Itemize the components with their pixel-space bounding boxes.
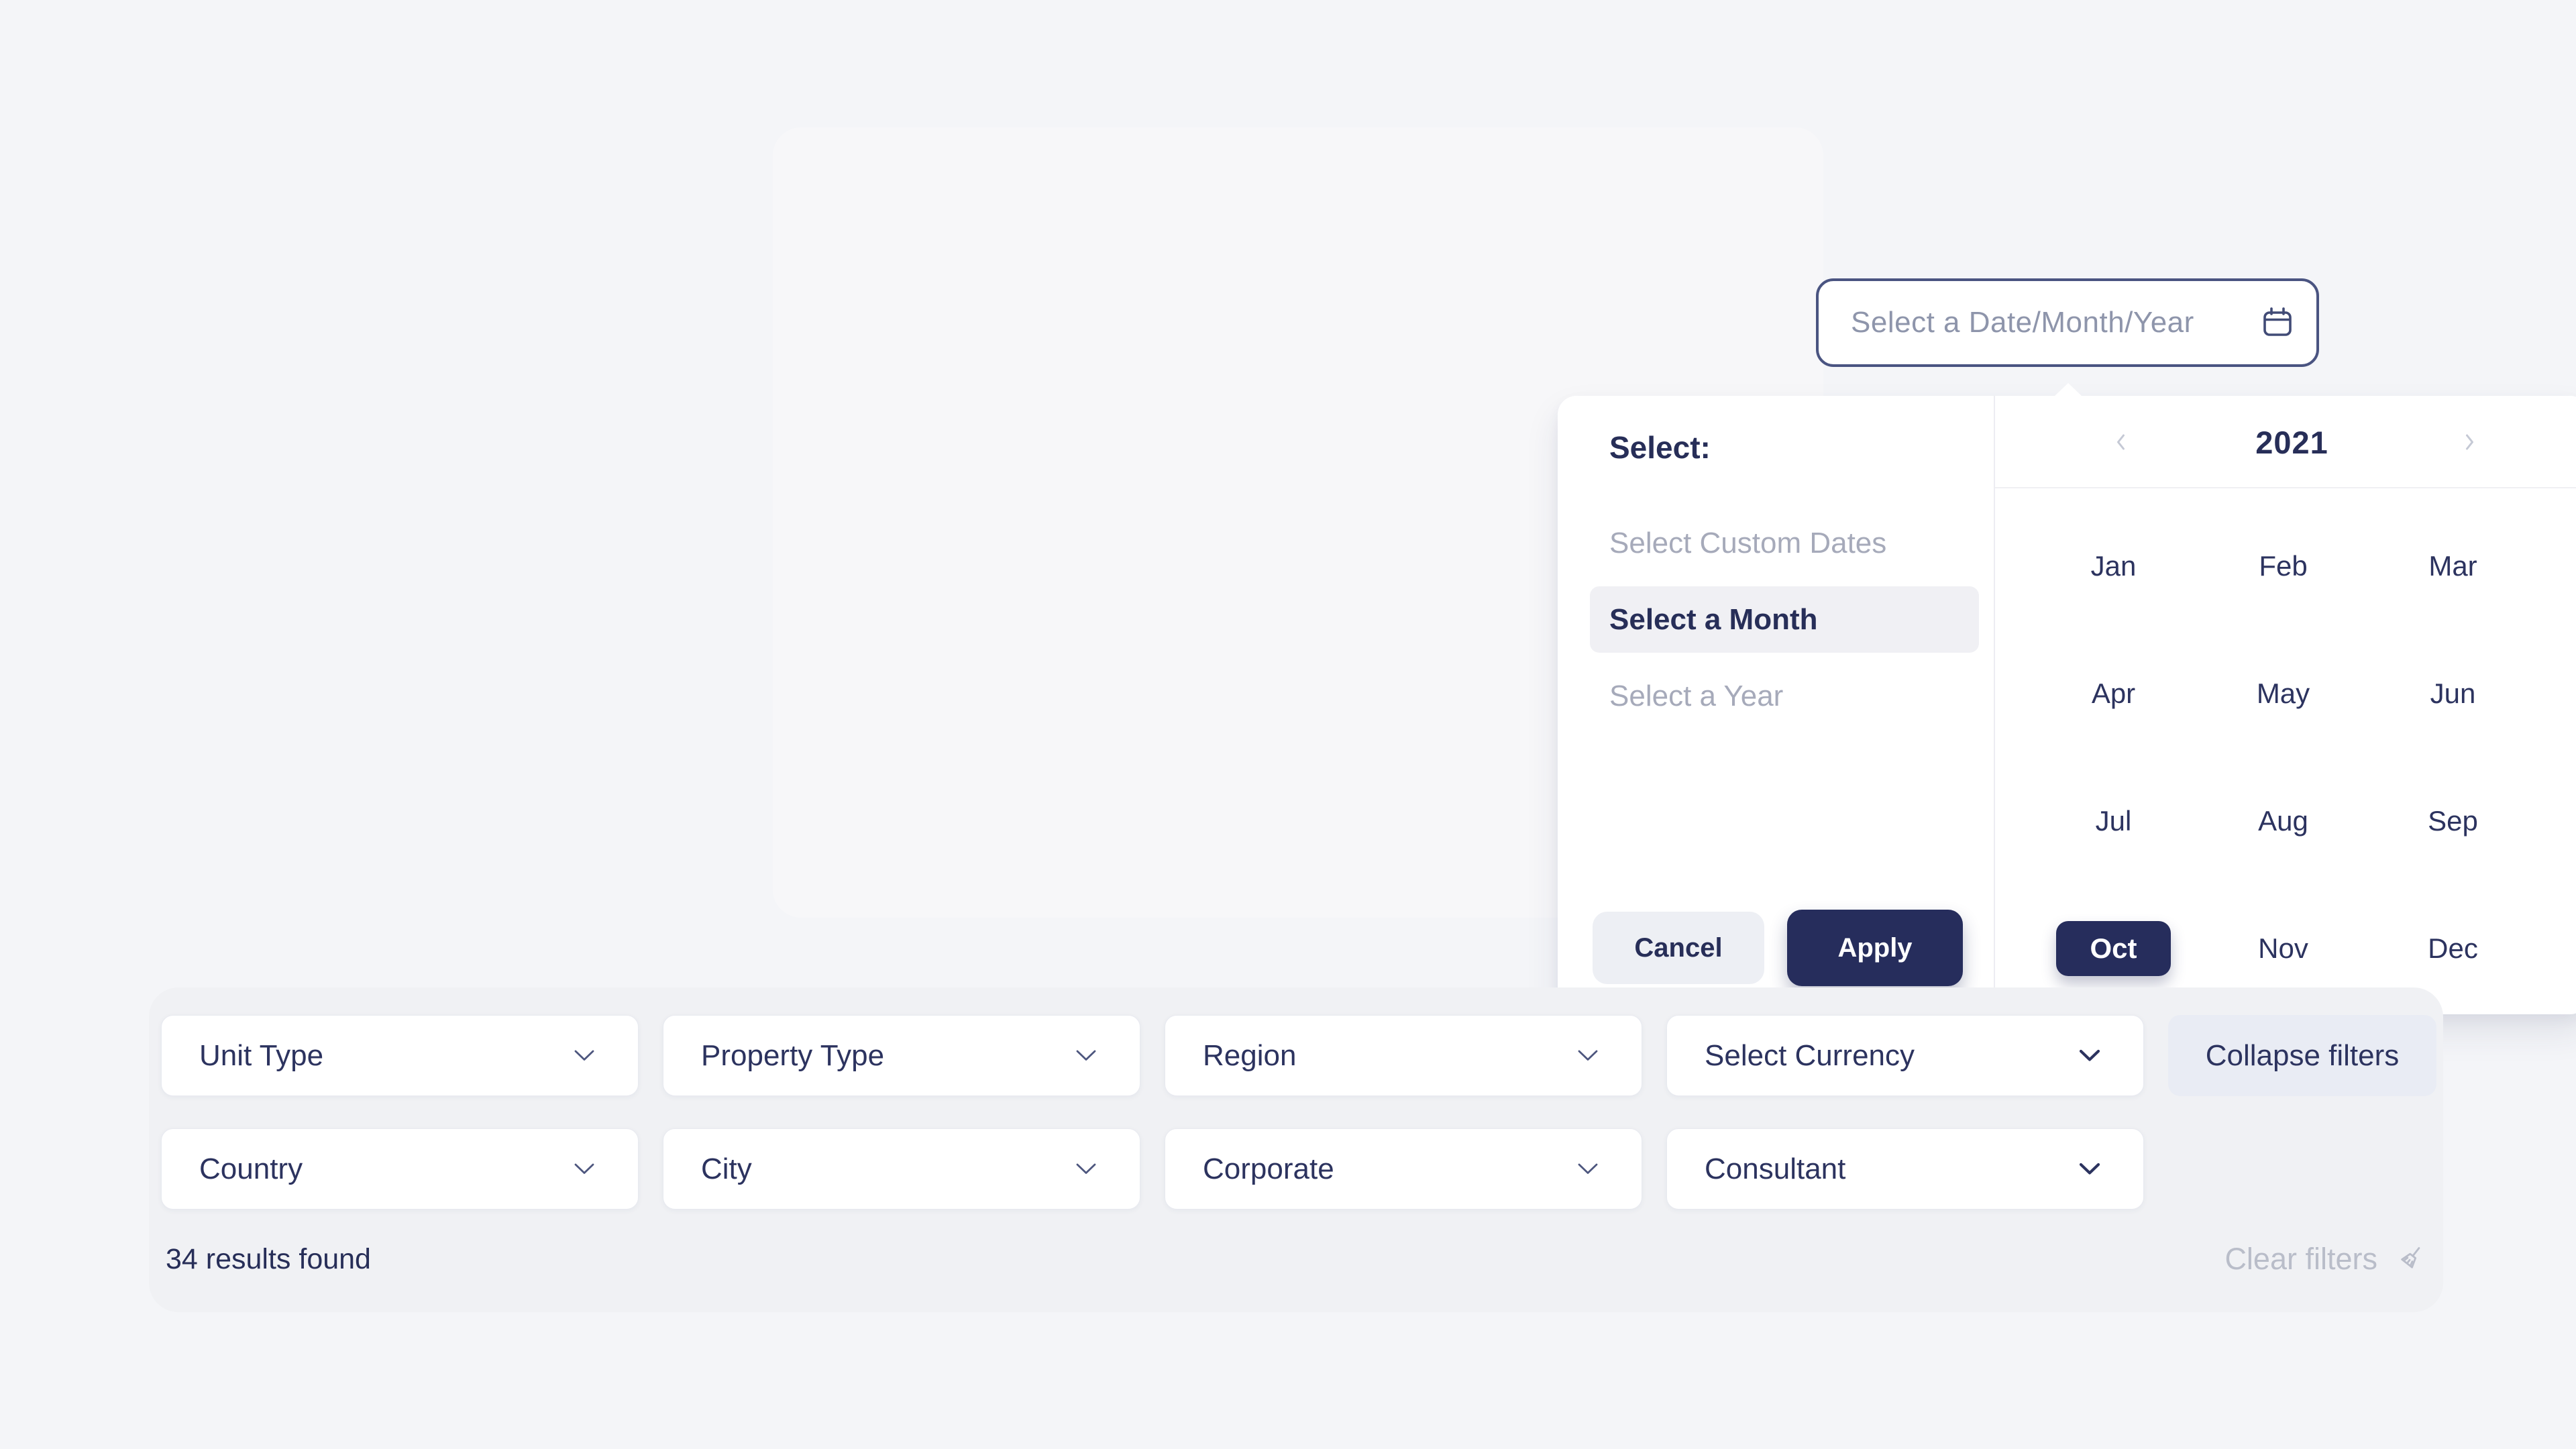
picker-menu: Select Custom Dates Select a Month Select … xyxy=(1558,510,1994,739)
chevron-down-icon xyxy=(1075,1049,1097,1063)
month-jul[interactable]: Jul xyxy=(2029,757,2198,885)
filter-dropdown-city[interactable]: City xyxy=(663,1128,1140,1210)
filter-dropdown-corporate[interactable]: Corporate xyxy=(1165,1128,1642,1210)
month-label: Jan xyxy=(2090,550,2137,582)
filter-dropdown-label: City xyxy=(701,1152,752,1185)
filter-row-1: Unit Type Property Type Region Select Curre… xyxy=(161,1015,2436,1096)
month-label: Dec xyxy=(2428,932,2478,964)
filter-dropdown-region[interactable]: Region xyxy=(1165,1015,1642,1096)
chevron-down-icon xyxy=(2079,1163,2100,1176)
month-label: Feb xyxy=(2259,550,2308,582)
month-mar[interactable]: Mar xyxy=(2368,502,2538,630)
month-grid: Jan Feb Mar Apr May Jun Jul Aug Sep Oct Nov Dec xyxy=(2029,502,2538,1012)
month-label: May xyxy=(2256,678,2310,709)
clear-filters-button[interactable]: Clear filters xyxy=(2224,1241,2428,1277)
filter-dropdown-label: Select Currency xyxy=(1705,1038,1915,1072)
menu-item-select-custom-dates[interactable]: Select Custom Dates xyxy=(1609,526,1887,559)
collapse-filters-button[interactable]: Collapse filters xyxy=(2168,1015,2436,1096)
year-label: 2021 xyxy=(2255,424,2328,460)
month-label: Aug xyxy=(2258,805,2308,837)
month-may[interactable]: May xyxy=(2198,630,2368,757)
results-row: 34 results found Clear filters xyxy=(166,1240,2428,1278)
filter-dropdown-label: Corporate xyxy=(1203,1152,1334,1185)
month-apr[interactable]: Apr xyxy=(2029,630,2198,757)
month-label: Jun xyxy=(2430,678,2476,709)
filter-dropdown-label: Property Type xyxy=(701,1038,885,1072)
popup-caret xyxy=(2054,383,2082,396)
month-label: Sep xyxy=(2428,805,2478,837)
calendar-pane: 2021 Jan Feb Mar Apr May Jun Jul Aug Sep Oct Nov De… xyxy=(1995,396,2576,1014)
prev-year-button[interactable] xyxy=(2109,430,2133,454)
filter-dropdown-label: Unit Type xyxy=(199,1038,324,1072)
month-oct[interactable]: Oct xyxy=(2029,885,2198,1012)
month-label: Nov xyxy=(2258,932,2308,964)
month-aug[interactable]: Aug xyxy=(2198,757,2368,885)
date-picker-popup: Select: Select Custom Dates Select a Mont… xyxy=(1558,383,2576,1014)
chevron-left-icon xyxy=(2109,430,2133,454)
filter-row-2: Country City Corporate Consultant xyxy=(161,1128,2144,1210)
picker-actions: Cancel Apply xyxy=(1593,910,1963,986)
month-jan[interactable]: Jan xyxy=(2029,502,2198,630)
chevron-down-icon xyxy=(574,1049,595,1063)
chevron-right-icon xyxy=(2457,430,2481,454)
month-label: Jul xyxy=(2095,805,2132,837)
month-feb[interactable]: Feb xyxy=(2198,502,2368,630)
chevron-down-icon xyxy=(574,1163,595,1176)
filter-dropdown-label: Consultant xyxy=(1705,1152,1846,1185)
filter-dropdown-country[interactable]: Country xyxy=(161,1128,639,1210)
filter-dropdown-select-currency[interactable]: Select Currency xyxy=(1666,1015,2144,1096)
filters-panel: Unit Type Property Type Region Select Curre… xyxy=(149,987,2443,1312)
menu-item-select-a-year[interactable]: Select a Year xyxy=(1609,679,1784,712)
filter-dropdown-unit-type[interactable]: Unit Type xyxy=(161,1015,639,1096)
clear-filters-label: Clear filters xyxy=(2224,1242,2377,1276)
results-count: 34 results found xyxy=(166,1242,371,1275)
filter-dropdown-property-type[interactable]: Property Type xyxy=(663,1015,1140,1096)
filter-dropdown-label: Region xyxy=(1203,1038,1297,1072)
chevron-down-icon xyxy=(1577,1163,1599,1176)
next-year-button[interactable] xyxy=(2457,430,2481,454)
calendar-icon xyxy=(2260,305,2295,340)
broom-icon xyxy=(2392,1241,2428,1277)
chevron-down-icon xyxy=(1075,1163,1097,1176)
month-label: Apr xyxy=(2091,678,2136,709)
select-menu-pane: Select: Select Custom Dates Select a Mont… xyxy=(1558,396,1995,1014)
date-input-placeholder: Select a Date/Month/Year xyxy=(1851,306,2194,339)
date-picker-card: Select a Date/Month/Year Select: Select … xyxy=(773,127,2576,1014)
month-label: Oct xyxy=(2056,921,2171,976)
date-input[interactable]: Select a Date/Month/Year xyxy=(1816,278,2319,367)
menu-item-select-a-month[interactable]: Select a Month xyxy=(1590,586,1979,653)
month-label: Mar xyxy=(2428,550,2477,582)
month-nov[interactable]: Nov xyxy=(2198,885,2368,1012)
filter-dropdown-consultant[interactable]: Consultant xyxy=(1666,1128,2144,1210)
apply-button[interactable]: Apply xyxy=(1787,910,1963,986)
calendar-header: 2021 xyxy=(1995,396,2576,488)
menu-title: Select: xyxy=(1609,430,1711,465)
month-dec[interactable]: Dec xyxy=(2368,885,2538,1012)
filter-dropdown-label: Country xyxy=(199,1152,303,1185)
chevron-down-icon xyxy=(2079,1049,2100,1063)
month-jun[interactable]: Jun xyxy=(2368,630,2538,757)
cancel-button[interactable]: Cancel xyxy=(1593,912,1764,984)
chevron-down-icon xyxy=(1577,1049,1599,1063)
month-sep[interactable]: Sep xyxy=(2368,757,2538,885)
